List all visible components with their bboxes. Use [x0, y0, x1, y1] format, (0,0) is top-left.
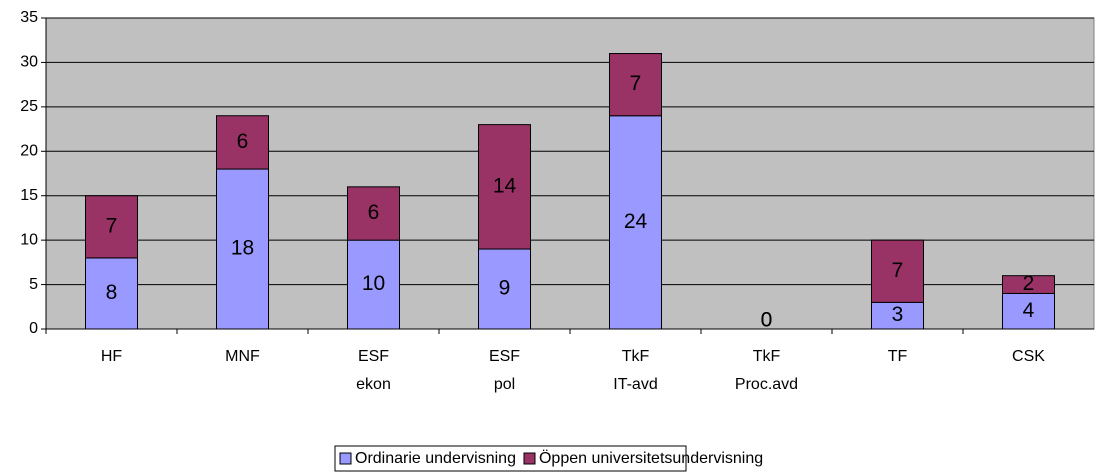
- legend: Ordinarie undervisning Öppen universitets…: [334, 445, 763, 472]
- x-tick-label: MNF: [225, 348, 260, 365]
- y-tick-label: 20: [20, 143, 38, 160]
- bar-segment: [609, 115, 662, 330]
- value-label: 7: [106, 214, 118, 237]
- x-tick-label: HF: [101, 348, 123, 365]
- value-label: 7: [892, 259, 904, 282]
- value-label: 3: [892, 303, 904, 326]
- x-tick-label: TF: [888, 348, 908, 365]
- bar-segment: [871, 239, 924, 303]
- y-tick-label: 5: [29, 276, 38, 293]
- value-label: 14: [493, 174, 517, 197]
- x-tick-label: TkF: [753, 348, 781, 365]
- legend-swatch: [523, 452, 536, 465]
- y-tick-label: 25: [20, 98, 38, 115]
- bar-segment: [1002, 292, 1055, 330]
- y-tick-label: 30: [20, 54, 38, 71]
- legend-box: [334, 445, 687, 472]
- value-label: 2: [1023, 272, 1035, 295]
- x-tick-label: Proc.avd: [735, 376, 798, 393]
- x-tick-label: ESF: [358, 348, 389, 365]
- bar-segment: [85, 195, 138, 259]
- bar-segment: [1002, 275, 1055, 294]
- bar-segment: [478, 124, 531, 250]
- bar-segment: [609, 53, 662, 117]
- y-tick-label: 35: [20, 9, 38, 26]
- x-tick-label: CSK: [1012, 348, 1045, 365]
- value-label: 9: [499, 277, 511, 300]
- value-label: 18: [231, 237, 254, 260]
- x-tick-label: ESF: [489, 348, 520, 365]
- bar-segment: [216, 168, 269, 330]
- value-label: 10: [362, 272, 385, 295]
- value-label: 8: [106, 281, 118, 304]
- value-label: 6: [237, 130, 249, 153]
- x-tick-label: pol: [494, 376, 515, 393]
- y-tick-label: 10: [20, 231, 38, 248]
- value-label: 0: [761, 309, 773, 332]
- value-label: 0: [761, 309, 773, 332]
- y-tick-label: 0: [29, 320, 38, 337]
- bar-segment: [347, 239, 400, 330]
- x-tick-label: TkF: [622, 348, 650, 365]
- bar-segment: [85, 257, 138, 330]
- value-label: 24: [624, 210, 648, 233]
- y-tick-label: 15: [20, 187, 38, 204]
- value-label: 7: [630, 72, 642, 95]
- value-label: 6: [368, 201, 380, 224]
- legend-label: Öppen universitetsundervisning: [539, 449, 763, 467]
- plot-area: [45, 17, 1095, 330]
- legend-swatch: [339, 452, 352, 465]
- legend-label: Ordinarie undervisning: [355, 450, 516, 467]
- x-tick-label: IT-avd: [613, 376, 657, 393]
- value-label: 4: [1023, 299, 1035, 322]
- x-tick-label: ekon: [356, 376, 391, 393]
- bar-segment: [216, 115, 269, 170]
- bar-segment: [347, 186, 400, 241]
